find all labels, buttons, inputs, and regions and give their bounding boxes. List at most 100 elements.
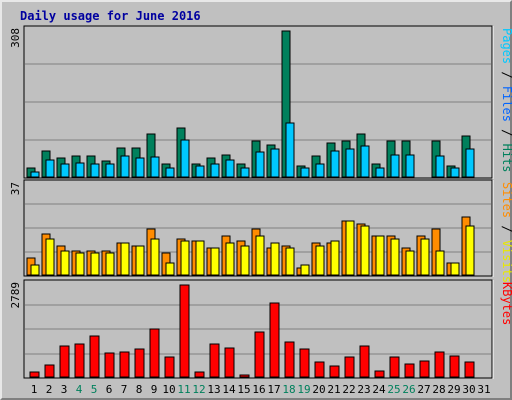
tick-label-day-29: 29 [447,383,460,396]
bar-bottom-kbytes-23 [359,345,370,378]
bar-bottom-kbytes-8 [134,348,145,378]
bar-bottom-kbytes-17 [269,302,280,378]
tick-label-day-12: 12 [192,383,205,396]
bar-middle-visits-29 [450,262,460,276]
bar-middle-visits-20 [315,245,325,276]
panel-top: 308 Pages / Files / Hits [9,25,512,179]
bar-bottom-kbytes-5 [89,335,100,378]
bar-middle-visits-6 [105,252,115,276]
bar-middle-visits-21 [330,240,340,276]
tick-label-day-16: 16 [252,383,265,396]
tick-label-day-30: 30 [462,383,475,396]
tick-label-day-8: 8 [136,383,143,396]
bar-bottom-kbytes-11 [179,284,190,378]
tick-label-day-4: 4 [76,383,83,396]
bar-bottom-kbytes-27 [419,360,430,378]
bar-middle-visits-10 [165,262,175,276]
tick-label-day-25: 25 [387,383,400,396]
tick-label-day-26: 26 [402,383,415,396]
bar-bottom-kbytes-19 [299,348,310,378]
bar-middle-visits-15 [240,245,250,276]
bar-middle-visits-18 [285,247,295,276]
legend-segment-middle-0: Sites [500,182,512,218]
bar-middle-visits-5 [90,252,100,276]
tick-label-day-18: 18 [282,383,295,396]
tick-label-day-2: 2 [46,383,53,396]
bar-top-files-23 [360,145,370,178]
bar-middle-visits-7 [120,242,130,276]
chart-title: Daily usage for June 2016 [20,9,201,23]
bar-bottom-kbytes-26 [404,363,415,378]
bar-bottom-kbytes-2 [44,364,55,378]
bar-middle-visits-26 [405,250,415,276]
bar-bottom-kbytes-4 [74,343,85,378]
bar-top-files-3 [60,163,70,178]
bar-middle-visits-11 [180,240,190,276]
tick-label-day-24: 24 [372,383,386,396]
legend-segment-top-3: / [500,122,512,144]
panel-middle: 37 Sites / Visits [9,179,512,283]
bar-middle-visits-14 [225,242,235,276]
bar-middle-visits-9 [150,238,160,276]
legend-segment-top-2: Files [500,86,512,122]
tick-label-day-27: 27 [417,383,430,396]
legend-segment-top-1: / [500,64,512,86]
tick-label-day-6: 6 [106,383,113,396]
bar-bottom-kbytes-22 [344,356,355,378]
max-label-bottom: 2789 [9,282,22,309]
tick-label-day-23: 23 [357,383,370,396]
tick-label-day-21: 21 [327,383,340,396]
bar-bottom-kbytes-16 [254,331,265,378]
bar-middle-visits-1 [30,264,40,276]
bar-top-files-26 [405,154,415,178]
tick-label-day-28: 28 [432,383,445,396]
tick-label-day-3: 3 [61,383,68,396]
bar-top-files-1 [30,171,40,178]
bar-top-files-25 [390,154,400,178]
bar-top-files-16 [255,151,265,178]
tick-label-day-13: 13 [207,383,220,396]
bar-middle-visits-22 [345,220,355,276]
bar-bottom-kbytes-25 [389,356,400,378]
bar-top-files-5 [90,163,100,178]
legend-label-bottom: KBytes [500,282,512,325]
bar-bottom-kbytes-28 [434,351,445,378]
bar-top-files-2 [45,159,55,178]
legend-segment-bottom-0: KBytes [500,282,512,325]
bar-bottom-kbytes-29 [449,355,460,378]
bar-bottom-kbytes-15 [239,374,250,378]
bar-top-files-18 [285,122,295,178]
bar-bottom-kbytes-13 [209,343,220,378]
bar-top-files-29 [450,167,460,178]
bar-top-files-30 [465,148,475,178]
bar-middle-visits-12 [195,240,205,276]
bar-top-files-14 [225,159,235,178]
tick-label-day-22: 22 [342,383,355,396]
bar-bottom-kbytes-18 [284,341,295,378]
bar-bottom-kbytes-20 [314,361,325,378]
bar-top-files-11 [180,139,190,178]
bar-top-files-24 [375,167,385,178]
tick-label-day-14: 14 [222,383,236,396]
legend-segment-top-0: Pages [500,28,512,64]
bar-top-files-4 [75,162,85,178]
legend-label-top: Pages / Files / Hits [500,28,512,173]
bar-top-files-21 [330,150,340,178]
bar-middle-visits-13 [210,247,220,276]
bar-middle-visits-23 [360,225,370,276]
bar-middle-visits-28 [435,250,445,276]
bar-top-files-15 [240,167,250,178]
legend-segment-top-4: Hits [500,144,512,173]
tick-label-day-9: 9 [151,383,158,396]
legend-segment-middle-2: Visits [500,240,512,283]
bar-top-files-8 [135,157,145,178]
bar-bottom-kbytes-14 [224,347,235,378]
bar-top-files-10 [165,167,175,178]
bar-middle-visits-27 [420,238,430,276]
bar-bottom-kbytes-3 [59,345,70,378]
bar-bottom-kbytes-6 [104,352,115,378]
bar-bottom-kbytes-21 [329,365,340,378]
tick-label-day-20: 20 [312,383,325,396]
bar-top-files-19 [300,167,310,178]
tick-label-day-15: 15 [237,383,250,396]
